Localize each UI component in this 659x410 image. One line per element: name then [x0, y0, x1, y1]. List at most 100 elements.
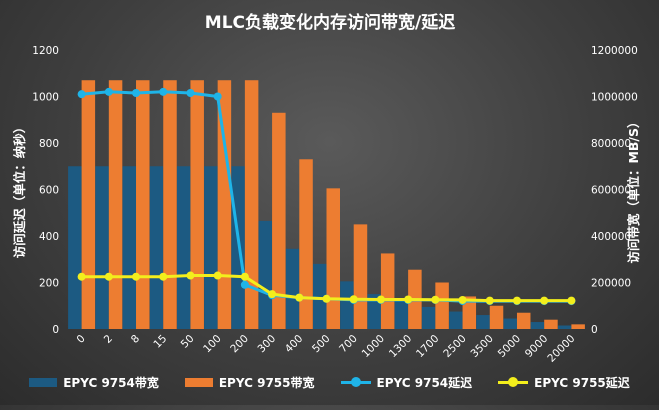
- x-tick-label: 15: [151, 333, 169, 351]
- bar-9754-15: [149, 166, 164, 329]
- x-tick-label: 700: [337, 333, 360, 356]
- y2-tick-label: 200000: [591, 278, 631, 290]
- bar-9755-300: [272, 112, 286, 330]
- bar-9755-1700: [435, 282, 449, 329]
- point-9755-latency-20000: [567, 296, 576, 305]
- point-9754-latency-200: [240, 280, 249, 289]
- point-9755-latency-5000: [512, 296, 521, 305]
- point-9755-latency-200: [240, 272, 249, 281]
- y-tick-label: 0: [52, 324, 59, 336]
- y2-axis-title: 访问带宽（单位：MB/S）: [626, 115, 641, 263]
- point-9755-latency-8: [132, 272, 141, 281]
- y2-tick-label: 1000000: [591, 92, 638, 104]
- legend: EPYC 9754带宽 EPYC 9755带宽 EPYC 9754延迟 EPYC…: [0, 369, 659, 395]
- x-tick-label: 2500: [441, 333, 468, 360]
- bar-9755-500: [326, 188, 340, 329]
- bar-9754-1700: [421, 306, 436, 329]
- legend-item-9755-bandwidth: EPYC 9755带宽: [184, 374, 315, 391]
- y2-tick-label: 1200000: [591, 45, 638, 57]
- bar-9755-50: [190, 80, 204, 329]
- y2-tick-label: 800000: [591, 138, 631, 150]
- bar-9755-100: [217, 80, 232, 329]
- bar-9755-200: [244, 80, 259, 329]
- bar-9754-1000: [367, 294, 381, 329]
- point-9755-latency-500: [322, 294, 331, 303]
- x-tick-label: 500: [310, 333, 333, 356]
- bar-9755-2500: [462, 296, 477, 329]
- point-9755-latency-2: [104, 272, 113, 281]
- x-tick-label: 200: [228, 333, 251, 356]
- legend-label-9754-bandwidth: EPYC 9754带宽: [63, 375, 159, 390]
- bar-9754-20000: [557, 325, 572, 329]
- x-tick-label: 0: [75, 333, 88, 346]
- bar-9755-1000: [380, 253, 395, 329]
- point-9755-latency-1300: [404, 295, 413, 304]
- x-tick-label: 3500: [468, 333, 495, 360]
- legend-swatch-9754-bandwidth: [29, 377, 58, 387]
- legend-swatch-9755-bandwidth: [184, 377, 213, 387]
- bar-9755-2: [108, 80, 123, 329]
- bar-9754-0: [68, 166, 82, 329]
- point-9755-latency-50: [186, 271, 195, 280]
- x-tick-label: 1700: [414, 333, 441, 360]
- point-9755-latency-700: [349, 295, 358, 304]
- bar-9754-500: [313, 263, 327, 329]
- bar-9754-8: [122, 166, 137, 329]
- bar-9755-400: [299, 159, 313, 329]
- point-9754-latency-50: [186, 89, 195, 98]
- point-9754-latency-8: [132, 89, 141, 98]
- point-9755-latency-100: [213, 271, 222, 280]
- y-tick-label: 400: [39, 231, 59, 243]
- legend-item-9754-latency: EPYC 9754延迟: [340, 374, 473, 391]
- point-9755-latency-400: [295, 293, 304, 302]
- bar-9754-100: [204, 166, 218, 329]
- legend-label-9754-latency: EPYC 9754延迟: [376, 375, 473, 390]
- bar-9755-5000: [516, 312, 531, 329]
- x-tick-label: 1000: [360, 333, 387, 360]
- bar-9754-5000: [503, 318, 517, 329]
- point-9755-latency-2500: [458, 295, 467, 304]
- point-9755-latency-9000: [540, 296, 549, 305]
- x-tick-label: 50: [179, 333, 197, 351]
- bar-9754-300: [258, 220, 273, 329]
- bar-9754-1300: [394, 301, 409, 329]
- point-9755-latency-1700: [431, 295, 440, 304]
- bar-9755-700: [353, 224, 368, 329]
- bar-9755-15: [163, 80, 177, 329]
- bar-9754-400: [285, 248, 300, 329]
- x-tick-label: 5000: [496, 333, 523, 360]
- y-tick-label: 200: [39, 278, 59, 290]
- legend-label-9755-bandwidth: EPYC 9755带宽: [218, 375, 315, 390]
- bars-layer: [68, 80, 585, 330]
- legend-item-9755-latency: EPYC 9755延迟: [498, 374, 630, 391]
- y2-tick-label: 600000: [591, 185, 631, 197]
- y-tick-label: 800: [39, 138, 59, 150]
- point-9755-latency-0: [77, 272, 86, 281]
- legend-swatch-9755-latency: [498, 376, 529, 388]
- x-tick-label: 20000: [545, 333, 577, 365]
- x-tick-label: 2: [102, 333, 115, 346]
- point-9755-latency-15: [159, 272, 168, 281]
- y2-tick-label: 400000: [591, 231, 631, 243]
- x-tick-label: 300: [256, 333, 279, 356]
- bar-9755-0: [81, 80, 96, 329]
- point-9755-latency-1000: [376, 295, 385, 304]
- chart-title: MLC负载变化内存访问带宽/延迟: [205, 12, 455, 33]
- x-tick-label: 8: [129, 333, 142, 346]
- point-9755-latency-300: [268, 290, 277, 299]
- bar-9755-20000: [571, 324, 585, 329]
- point-9755-latency-3500: [485, 296, 494, 305]
- x-tick-label: 100: [201, 333, 224, 356]
- bar-9754-3500: [476, 315, 490, 329]
- point-9754-latency-0: [77, 90, 86, 99]
- point-9754-latency-2: [104, 87, 113, 96]
- y-axis-title: 访问延迟（单位：纳秒）: [12, 121, 27, 259]
- point-9754-latency-100: [213, 92, 222, 101]
- bar-9754-50: [176, 166, 191, 329]
- x-tick-label: 1300: [387, 333, 414, 360]
- legend-item-9754-bandwidth: EPYC 9754带宽: [29, 374, 159, 391]
- lines-layer: [77, 87, 576, 306]
- legend-swatch-9754-latency: [340, 376, 371, 388]
